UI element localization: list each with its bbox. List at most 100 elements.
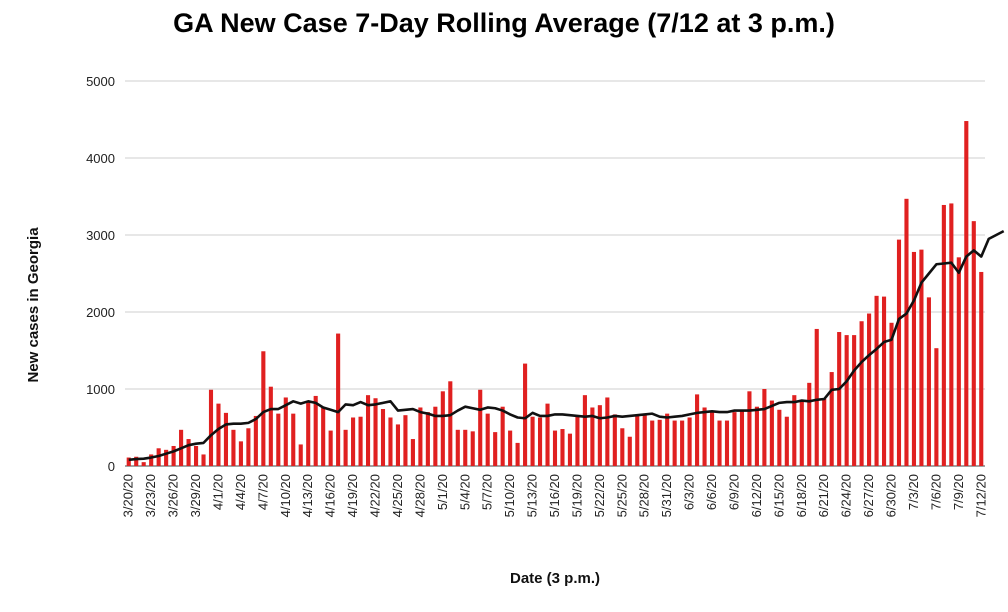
bar [919, 249, 924, 466]
bar [687, 417, 692, 466]
gridlines [125, 80, 985, 467]
x-tick-label: 4/16/20 [323, 474, 338, 517]
bar [612, 414, 617, 466]
bar [754, 406, 759, 466]
x-tick-label: 5/4/20 [457, 474, 472, 510]
bar [739, 410, 745, 466]
x-tick-label: 3/26/20 [166, 474, 181, 517]
bar [298, 444, 303, 466]
bar [867, 313, 872, 466]
bar [695, 394, 700, 466]
bar [201, 454, 206, 466]
bar [747, 391, 752, 466]
bar [926, 297, 931, 466]
bar [380, 409, 386, 466]
bar [852, 335, 857, 466]
bar [193, 445, 199, 466]
x-tick-label: 3/20/20 [121, 474, 136, 517]
bar [881, 296, 887, 466]
bar [590, 407, 595, 466]
bar [455, 429, 460, 466]
bar [358, 416, 363, 466]
bar [523, 363, 528, 466]
x-tick-label: 5/13/20 [525, 474, 540, 517]
bar [216, 403, 221, 466]
x-tick-label: 4/10/20 [278, 474, 293, 517]
y-tick-label: 5000 [86, 74, 115, 89]
bar [388, 417, 393, 466]
x-tick-label: 5/7/20 [480, 474, 495, 510]
bar [463, 429, 468, 466]
x-tick-label: 4/25/20 [390, 474, 405, 517]
bar [171, 445, 176, 466]
bar [896, 239, 902, 466]
bar [889, 322, 894, 466]
bar [560, 429, 565, 466]
bar [306, 402, 311, 466]
bar [732, 412, 737, 466]
bar [650, 420, 655, 466]
x-tick-label: 4/4/20 [233, 474, 248, 510]
bar [814, 328, 819, 466]
x-tick-label: 6/9/20 [726, 474, 741, 510]
bar [470, 431, 475, 466]
bar [313, 395, 318, 466]
y-tick-label: 1000 [86, 382, 115, 397]
x-tick-label: 4/19/20 [345, 474, 360, 517]
bar [141, 462, 146, 466]
bar [575, 416, 580, 466]
bar [784, 416, 789, 466]
x-tick-label: 4/13/20 [300, 474, 315, 517]
bar [448, 381, 453, 466]
bar [365, 395, 371, 466]
bar [515, 442, 520, 466]
y-tick-label: 3000 [86, 228, 115, 243]
bar [149, 454, 154, 466]
bar [979, 271, 984, 466]
bar [343, 429, 348, 466]
bar [208, 389, 214, 466]
bar [949, 203, 954, 466]
x-tick-label: 5/1/20 [435, 474, 450, 510]
bar [410, 439, 415, 466]
bar [261, 351, 266, 466]
bar-series [126, 121, 984, 466]
bar [537, 417, 543, 466]
x-tick-label: 3/29/20 [188, 474, 203, 517]
x-tick-label: 6/6/20 [704, 474, 719, 510]
rolling-average-series [128, 229, 1005, 462]
bar [799, 399, 804, 466]
x-tick-label: 6/24/20 [839, 474, 854, 517]
bar [844, 335, 849, 466]
bar [268, 386, 273, 466]
bar [283, 397, 288, 466]
x-tick-label: 6/15/20 [771, 474, 786, 517]
bar [351, 417, 356, 466]
x-tick-label: 7/9/20 [951, 474, 966, 510]
bar [837, 332, 842, 466]
bar [597, 405, 602, 466]
y-axis-title: New cases in Georgia [25, 227, 42, 383]
bar [493, 432, 498, 466]
x-tick-label: 5/31/20 [659, 474, 674, 517]
bar [500, 406, 505, 466]
y-tick-label: 2000 [86, 305, 115, 320]
x-tick-label: 6/27/20 [861, 474, 876, 517]
bar [246, 428, 251, 466]
rolling-average-line [128, 229, 1005, 462]
x-tick-label: 6/21/20 [816, 474, 831, 517]
bar [291, 413, 296, 466]
bar [582, 395, 587, 466]
bar [328, 430, 333, 466]
bar [702, 407, 707, 466]
bar [680, 420, 685, 466]
x-tick-label: 6/12/20 [749, 474, 764, 517]
bar [762, 389, 767, 466]
x-tick-label: 5/10/20 [502, 474, 517, 517]
x-tick-label: 7/6/20 [928, 474, 943, 510]
x-tick-label: 3/23/20 [143, 474, 158, 517]
bar [859, 321, 864, 466]
bar [717, 420, 722, 466]
bar [874, 295, 879, 466]
